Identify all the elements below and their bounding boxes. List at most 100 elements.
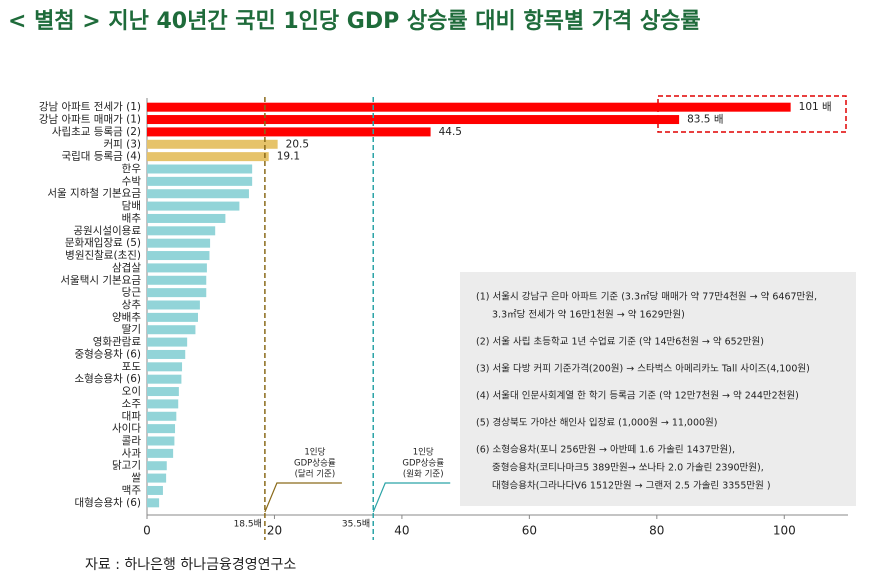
bar bbox=[147, 189, 249, 199]
bar bbox=[147, 288, 207, 298]
note: 중형승용차(코티나마크5 389만원→ 쏘나타 2.0 가솔린 2390만원), bbox=[492, 462, 764, 474]
bar bbox=[147, 485, 163, 495]
category-label: 서울택시 기본요금 bbox=[60, 274, 141, 286]
category-label: 수박 bbox=[122, 175, 142, 187]
category-label: 커피 (3) bbox=[103, 138, 141, 150]
bar bbox=[147, 238, 211, 248]
category-label: 중형승용차 (6) bbox=[74, 348, 141, 360]
bar bbox=[147, 387, 179, 397]
x-tick-label: 20 bbox=[267, 524, 282, 538]
reference-note: GDP상승률 bbox=[294, 458, 336, 469]
category-label: 상추 bbox=[122, 299, 142, 311]
reference-note: 1인당 bbox=[304, 447, 325, 458]
reference-note: GDP상승률 bbox=[402, 458, 444, 469]
x-tick-label: 60 bbox=[522, 524, 537, 538]
x-tick-label: 80 bbox=[649, 524, 664, 538]
category-label: 국립대 등록금 (4) bbox=[61, 150, 141, 163]
bar bbox=[147, 139, 278, 149]
category-label: 배추 bbox=[122, 212, 142, 224]
bar bbox=[147, 300, 200, 310]
bar bbox=[147, 424, 176, 434]
bar bbox=[147, 176, 253, 186]
bar bbox=[147, 213, 226, 223]
bar bbox=[147, 473, 167, 483]
reference-note: (달러 기준) bbox=[295, 469, 336, 480]
x-tick-label: 40 bbox=[394, 524, 409, 538]
note: (6) 소형승용차(포니 256만원 → 아반떼 1.6 가솔린 1437만원)… bbox=[476, 444, 735, 456]
category-label: 양배추 bbox=[112, 311, 141, 323]
value-label: 20.5 bbox=[286, 138, 309, 150]
bar bbox=[147, 411, 177, 421]
bar bbox=[147, 127, 431, 137]
category-label: 강남 아파트 매매가 (1) bbox=[39, 114, 141, 126]
bar bbox=[147, 263, 207, 273]
value-label: 44.5 bbox=[439, 126, 462, 138]
category-label: 딸기 bbox=[122, 324, 141, 336]
bar bbox=[147, 251, 210, 261]
bar bbox=[147, 201, 240, 211]
bar bbox=[147, 275, 207, 285]
category-label: 공원시설이용료 bbox=[73, 225, 141, 237]
note: (2) 서울 사립 초등학교 1년 수업료 기준 (약 14만6천원 → 약 6… bbox=[476, 336, 764, 348]
bar bbox=[147, 461, 167, 471]
note: (3) 서울 다방 커피 기준가격(200원) → 스타벅스 아메리카노 Tal… bbox=[476, 363, 810, 375]
category-label: 닭고기 bbox=[112, 460, 141, 472]
bar bbox=[147, 436, 175, 446]
category-label: 삼겹살 bbox=[112, 262, 141, 274]
category-label: 병원진찰료(초진) bbox=[65, 250, 141, 262]
leader-line bbox=[264, 482, 342, 513]
bar bbox=[147, 102, 791, 112]
category-label: 사이다 bbox=[112, 423, 141, 435]
category-label: 강남 아파트 전세가 (1) bbox=[39, 101, 141, 113]
bar bbox=[147, 226, 216, 236]
bar bbox=[147, 164, 253, 174]
note: 3.3㎡당 전세가 약 16만1천원 → 약 1629만원) bbox=[492, 309, 685, 321]
reference-note: (원화 기준) bbox=[403, 470, 444, 480]
category-label: 서울 지하철 기본요금 bbox=[47, 187, 141, 200]
bar bbox=[147, 374, 182, 384]
category-label: 쌀 bbox=[131, 472, 141, 484]
value-label: 101 배 bbox=[799, 101, 832, 113]
category-label: 포도 bbox=[122, 361, 142, 373]
category-label: 콜라 bbox=[122, 435, 142, 447]
category-label: 소형승용차 (6) bbox=[74, 373, 141, 385]
note: (5) 경상북도 가야산 해인사 입장료 (1,000원 → 11,000원) bbox=[476, 417, 718, 429]
leader-line bbox=[372, 482, 451, 513]
note-box bbox=[460, 272, 856, 506]
category-label: 사과 bbox=[122, 447, 142, 459]
reference-label: 18.5배 bbox=[234, 519, 262, 530]
bar bbox=[147, 337, 188, 347]
category-label: 문화재입장료 (5) bbox=[65, 236, 141, 249]
category-label: 오이 bbox=[122, 386, 141, 398]
category-label: 담배 bbox=[122, 200, 141, 212]
note: (4) 서울대 인문사회계열 한 학기 등록금 기준 (약 12만7천원 → 약… bbox=[476, 390, 799, 402]
category-label: 영화관람료 bbox=[93, 335, 142, 348]
bar bbox=[147, 152, 269, 162]
bar bbox=[147, 448, 174, 458]
category-label: 대형승용차 (6) bbox=[74, 497, 141, 509]
bar bbox=[147, 349, 186, 359]
source: 자료 : 하나은행 하나금융경영연구소 bbox=[85, 557, 296, 573]
category-label: 한우 bbox=[122, 163, 142, 175]
category-label: 대파 bbox=[122, 410, 142, 422]
value-label: 83.5 배 bbox=[687, 114, 723, 126]
reference-label: 35.5배 bbox=[342, 519, 370, 530]
bar bbox=[147, 312, 198, 322]
reference-note: 1인당 bbox=[413, 447, 434, 458]
x-tick-label: 0 bbox=[143, 524, 151, 538]
category-label: 당근 bbox=[122, 287, 142, 299]
value-label: 19.1 bbox=[277, 151, 300, 163]
note: 대형승용차(그라나다V6 1512만원 → 그랜저 2.5 가솔린 3355만원… bbox=[492, 480, 771, 492]
category-label: 맥주 bbox=[122, 484, 142, 496]
chart-title: < 별첨 > 지난 40년간 국민 1인당 GDP 상승률 대비 항목별 가격 … bbox=[8, 9, 701, 34]
bar bbox=[147, 498, 160, 508]
bar bbox=[147, 115, 680, 125]
category-label: 사립초교 등록금 (2) bbox=[52, 125, 141, 138]
bar bbox=[147, 362, 183, 372]
note: (1) 서울시 강남구 은마 아파트 기준 (3.3㎡당 매매가 약 77만4천… bbox=[476, 291, 817, 303]
bar bbox=[147, 325, 196, 335]
bar bbox=[147, 399, 179, 409]
x-tick-label: 100 bbox=[773, 524, 796, 538]
category-label: 소주 bbox=[122, 398, 142, 410]
